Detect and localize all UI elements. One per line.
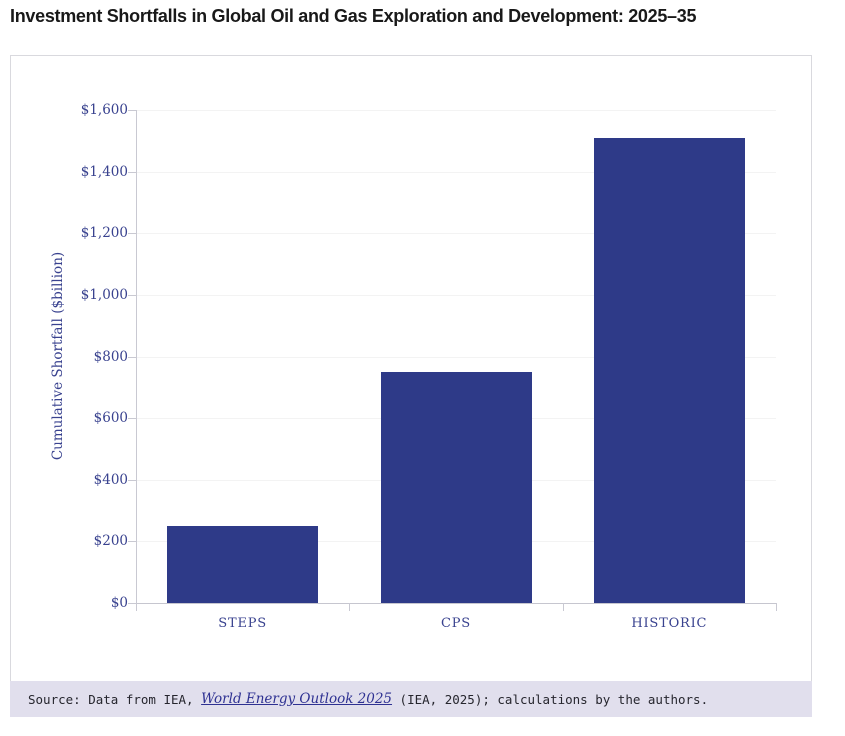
- chart-card: $0 $200 $400 $600 $800 $1,000 $1,200 $1,400 $1,6…: [10, 55, 812, 717]
- plot-area: $0 $200 $400 $600 $800 $1,000 $1,200 $1,400 $1,6…: [11, 56, 811, 716]
- source-text-prefix: Source: Data from IEA,: [28, 691, 202, 707]
- x-tick-mark: [349, 603, 351, 611]
- source-link[interactable]: World Energy Outlook 2025: [201, 691, 393, 707]
- gridline: [136, 171, 776, 173]
- y-tick-mark: [128, 418, 136, 420]
- y-tick-label: $1,400: [80, 163, 128, 180]
- source-text-suffix: (IEA, 2025); calculations by the authors…: [392, 691, 709, 707]
- x-tick-mark: [776, 603, 777, 611]
- y-tick-mark: [128, 110, 136, 111]
- y-tick-label: $1,000: [80, 286, 128, 303]
- y-tick-mark: [128, 294, 136, 296]
- y-tick-mark: [128, 233, 136, 235]
- y-tick-label: $400: [93, 471, 128, 488]
- y-tick-mark: [128, 171, 136, 173]
- gridline: [136, 294, 776, 296]
- y-tick-mark: [128, 603, 136, 604]
- gridline: [136, 233, 776, 235]
- y-tick-label: $1,200: [80, 225, 128, 242]
- y-tick-mark: [128, 541, 136, 543]
- x-category-label: CPS: [441, 616, 471, 631]
- bar-historic: [593, 137, 745, 603]
- x-axis-line: [136, 603, 776, 604]
- y-tick-label: $200: [93, 533, 128, 550]
- source-bar: Source: Data from IEA, World Energy Outl…: [10, 681, 812, 717]
- x-tick-mark: [562, 603, 564, 611]
- x-category-label: HISTORIC: [631, 616, 708, 631]
- y-tick-label: $0: [110, 595, 128, 611]
- bar-cps: [380, 371, 532, 603]
- y-tick-label: $1,600: [80, 102, 128, 118]
- x-category-label: STEPS: [218, 616, 268, 631]
- y-tick-mark: [128, 356, 136, 358]
- x-tick-mark: [136, 603, 137, 611]
- y-axis-line: [136, 110, 137, 603]
- bar-steps: [167, 525, 319, 603]
- y-tick-label: $800: [93, 348, 128, 365]
- chart-title: Investment Shortfalls in Global Oil and …: [10, 6, 697, 26]
- y-tick-label: $600: [93, 410, 128, 427]
- gridline: [136, 110, 776, 111]
- gridline: [136, 356, 776, 358]
- y-tick-mark: [128, 479, 136, 481]
- y-axis-label: Cumulative Shortfall ($billion): [50, 251, 66, 461]
